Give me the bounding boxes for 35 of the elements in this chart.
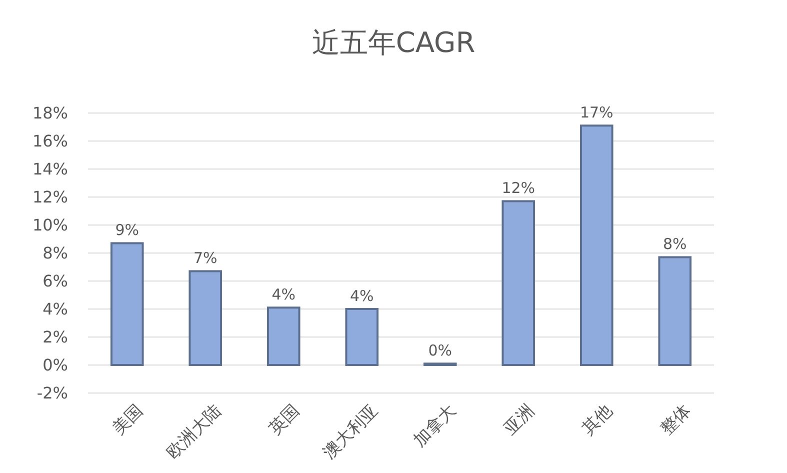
data-label: 9% xyxy=(115,221,140,240)
y-tick-label: 4% xyxy=(42,300,68,319)
data-label: 4% xyxy=(350,287,374,305)
bar xyxy=(345,308,379,366)
data-label: 12% xyxy=(502,179,536,198)
bar xyxy=(502,200,536,366)
y-tick-label: 12% xyxy=(32,188,68,207)
data-label: 7% xyxy=(193,249,218,268)
bar xyxy=(658,256,692,366)
x-tick-label: 美国 xyxy=(108,400,148,439)
bar xyxy=(110,242,144,366)
bar xyxy=(188,270,222,366)
y-tick-label: 0% xyxy=(42,356,68,375)
data-label: 8% xyxy=(662,235,687,254)
y-tick-label: 16% xyxy=(32,132,68,151)
chart-title: 近五年CAGR xyxy=(312,26,476,59)
y-tick-label: 14% xyxy=(32,160,68,179)
x-tick-label: 其他 xyxy=(578,400,617,439)
y-tick-label: 18% xyxy=(32,104,68,123)
y-tick-label: 2% xyxy=(42,328,68,347)
bar xyxy=(580,124,614,366)
x-tick-label: 亚洲 xyxy=(500,400,538,439)
y-tick-label: 8% xyxy=(42,244,68,263)
y-tick-label: 6% xyxy=(42,272,68,291)
x-tick-label: 整体 xyxy=(656,400,695,439)
x-tick-label: 澳大利亚 xyxy=(320,400,382,464)
x-tick-label: 加拿大 xyxy=(410,400,460,452)
x-tick-label: 英国 xyxy=(265,400,304,439)
x-tick-label: 欧洲大陆 xyxy=(163,400,226,464)
data-label: 17% xyxy=(580,104,614,122)
y-tick-label: 10% xyxy=(32,216,68,235)
y-tick-label: -2% xyxy=(36,384,68,403)
bar xyxy=(266,306,300,366)
data-label: 4% xyxy=(272,286,296,304)
data-label: 0% xyxy=(428,342,452,360)
